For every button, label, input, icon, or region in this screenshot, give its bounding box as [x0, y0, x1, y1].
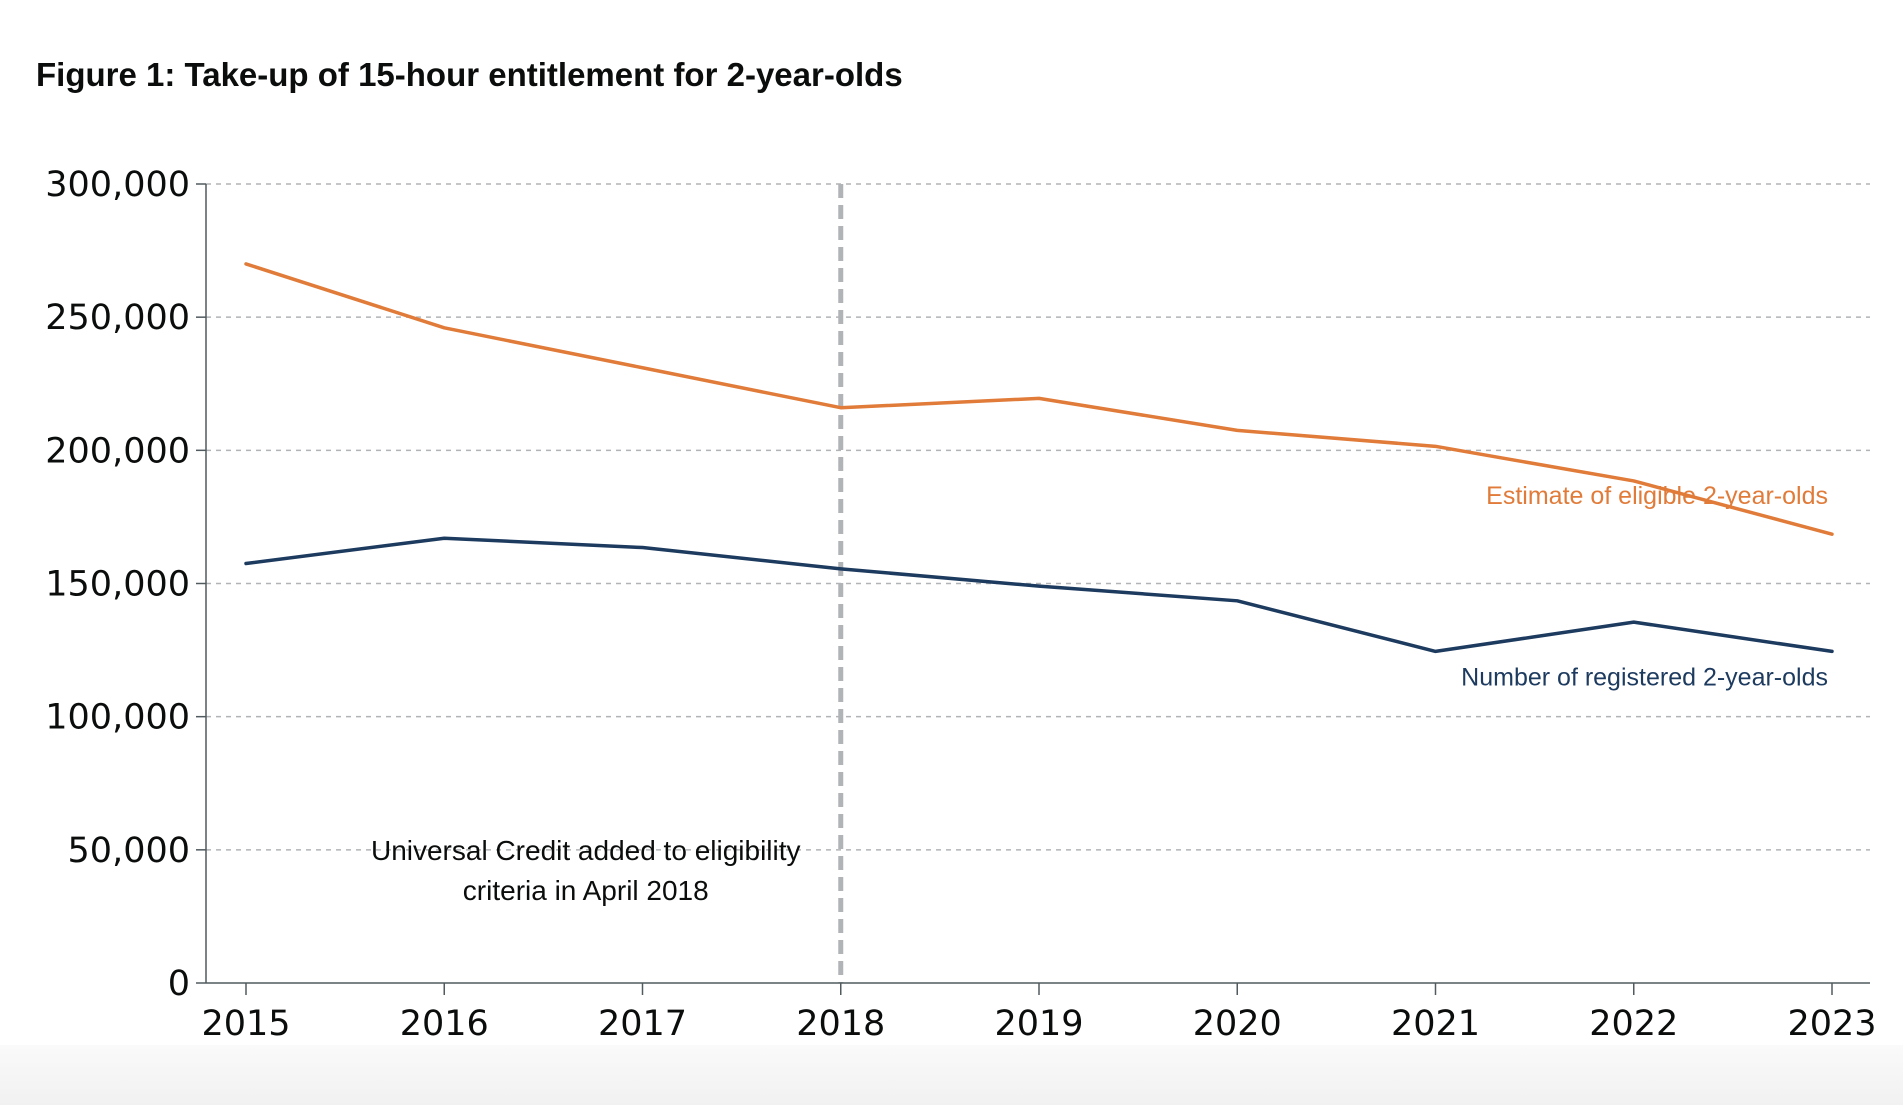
series-lines [244, 262, 1834, 654]
y-tick-label-50000: 50,000 [68, 831, 190, 871]
annotation-line-1: Universal Credit added to eligibility [371, 835, 801, 866]
y-tick-label-300000: 300,000 [45, 165, 190, 205]
y-tick-label-200000: 200,000 [45, 431, 190, 471]
x-tick-label-2015: 2015 [201, 1004, 290, 1044]
x-tick-label-2020: 2020 [1193, 1004, 1282, 1044]
grid-lines [206, 183, 1870, 851]
annotation: Universal Credit added to eligibility cri… [371, 835, 801, 906]
axes: 0 50,000 100,000 150,000 200,000 250,000 300,0… [45, 165, 1876, 1044]
annotation-line-2: criteria in April 2018 [463, 875, 709, 906]
y-tick-label-0: 0 [168, 964, 190, 1004]
x-tick-label-2021: 2021 [1391, 1004, 1480, 1044]
figure-title: Figure 1: Take-up of 15-hour entitlement… [36, 56, 903, 93]
y-tick-label-250000: 250,000 [45, 298, 190, 338]
series-line-registered [244, 536, 1834, 654]
x-tick-label-2022: 2022 [1589, 1004, 1678, 1044]
series-label-eligible: Estimate of eligible 2-year-olds [1486, 482, 1828, 510]
x-tick-label-2023: 2023 [1787, 1004, 1876, 1044]
x-tick-label-2017: 2017 [598, 1004, 687, 1044]
y-tick-label-100000: 100,000 [45, 698, 190, 738]
x-tick-label-2016: 2016 [400, 1004, 489, 1044]
series-labels: Estimate of eligible 2-year-olds Number o… [1461, 482, 1828, 691]
page-footer-strip [0, 1045, 1903, 1105]
y-tick-label-150000: 150,000 [45, 565, 190, 605]
x-tick-label-2019: 2019 [994, 1004, 1083, 1044]
line-chart: 0 50,000 100,000 150,000 200,000 250,000 300,0… [45, 165, 1876, 1044]
x-tick-label-2018: 2018 [796, 1004, 885, 1044]
series-label-registered: Number of registered 2-year-olds [1461, 663, 1828, 691]
